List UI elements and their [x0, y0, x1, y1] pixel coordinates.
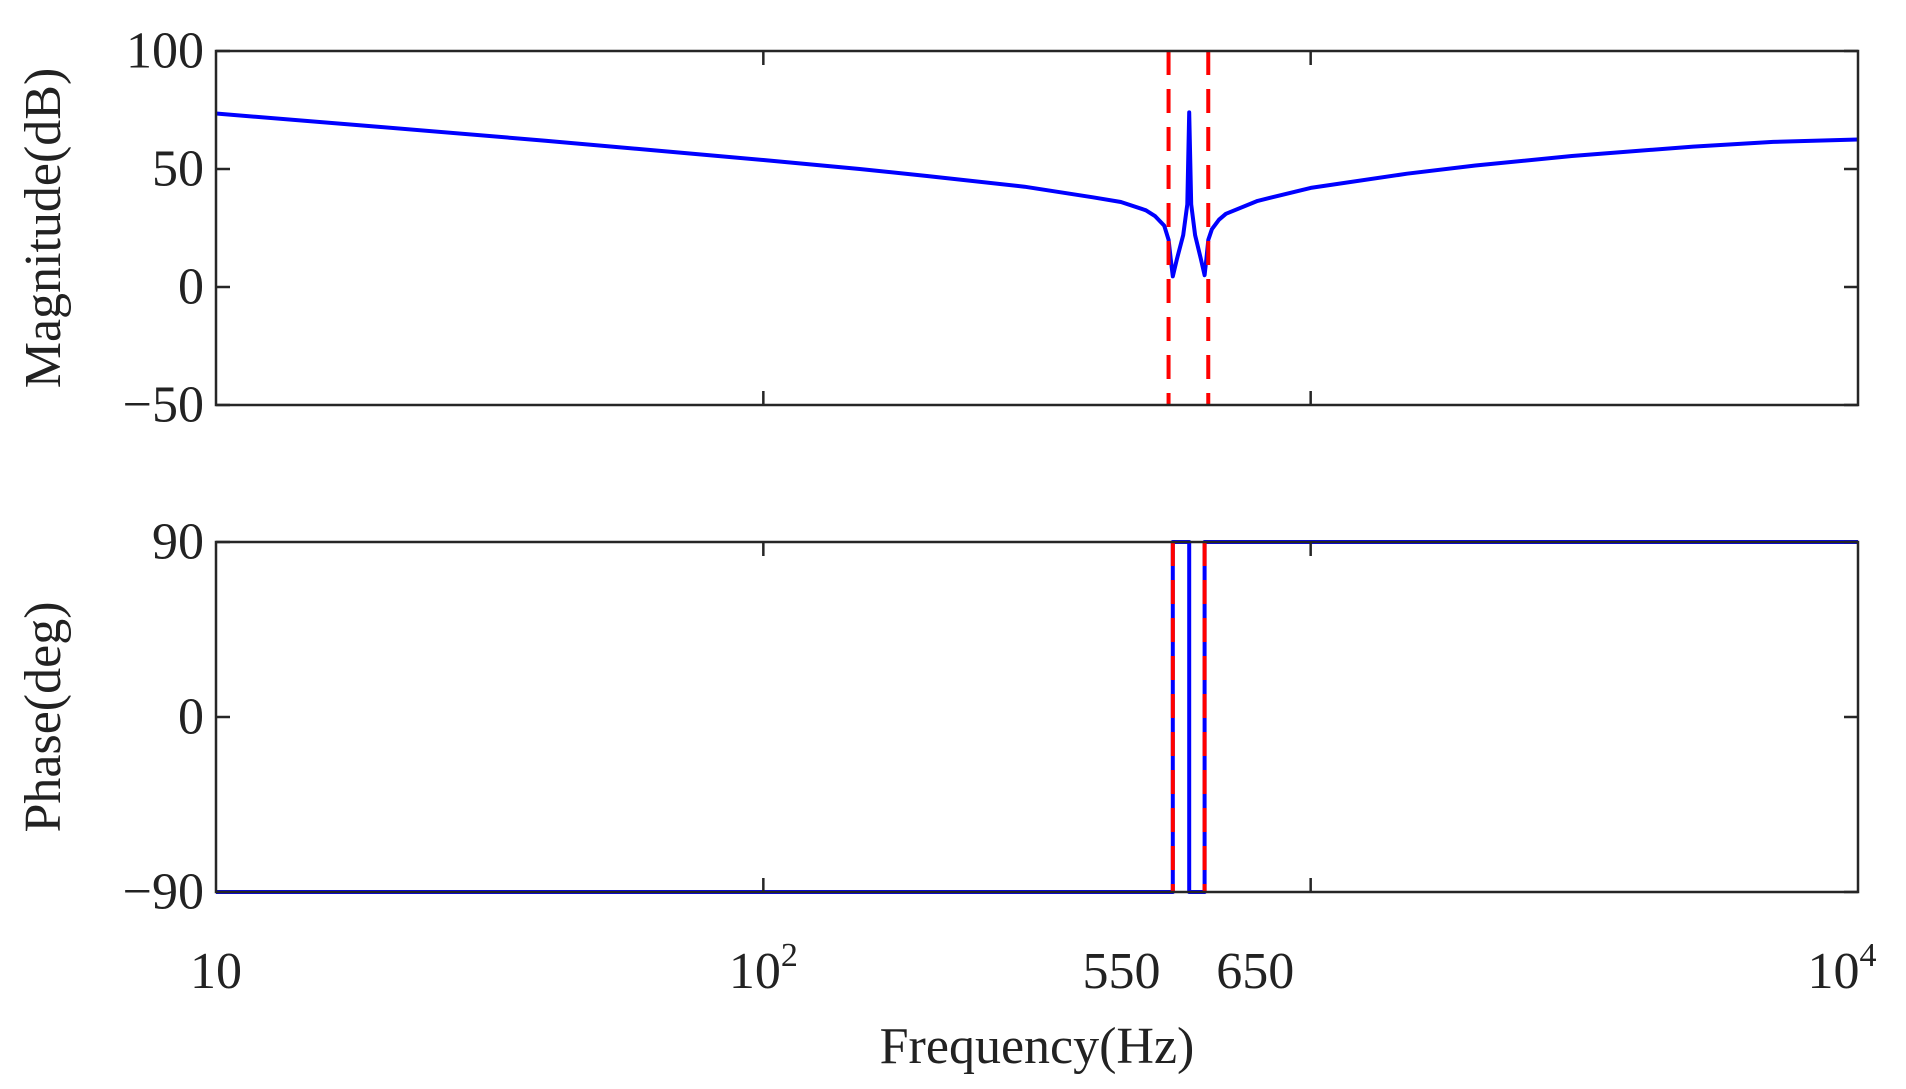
frequency-x-axis-label: Frequency(Hz): [880, 1018, 1195, 1075]
phase-y-axis-label: Phase(deg): [15, 601, 72, 832]
frequency-tick-label: 102: [729, 937, 798, 1000]
phase-axes-frame: [214, 540, 1860, 894]
magnitude-y-tick-label: 100: [126, 23, 204, 80]
magnitude-panel: 100 50 0 −50 Magnitude(dB): [15, 23, 1860, 434]
frequency-tick-label: 650: [1216, 943, 1294, 1000]
phase-y-tick-label: 90: [152, 514, 204, 571]
phase-panel: 90 0 −90 Phase(deg) 10 102 550 650 104 Frequen…: [15, 514, 1877, 1076]
frequency-tick-label: 104: [1808, 937, 1877, 1000]
phase-y-tick-label: −90: [123, 864, 204, 921]
magnitude-axes-frame: [214, 49, 1860, 407]
frequency-tick-label: 550: [1083, 943, 1161, 1000]
magnitude-y-tick-label: 50: [152, 141, 204, 198]
magnitude-y-tick-label: −50: [123, 377, 204, 434]
magnitude-plot-area: [215, 51, 1859, 405]
phase-ticks: 90 0 −90: [123, 514, 1858, 921]
frequency-tick-label: 10: [190, 943, 242, 1000]
phase-y-tick-label: 0: [178, 689, 204, 746]
magnitude-series-line: [215, 110, 1859, 279]
magnitude-ticks: 100 50 0 −50: [123, 23, 1858, 434]
frequency-tick-labels: 10 102 550 650 104: [190, 937, 1877, 1000]
magnitude-y-axis-label: Magnitude(dB): [15, 68, 72, 389]
magnitude-y-tick-label: 0: [178, 259, 204, 316]
phase-series-line: [216, 540, 1858, 894]
phase-plot-area: [216, 540, 1858, 894]
